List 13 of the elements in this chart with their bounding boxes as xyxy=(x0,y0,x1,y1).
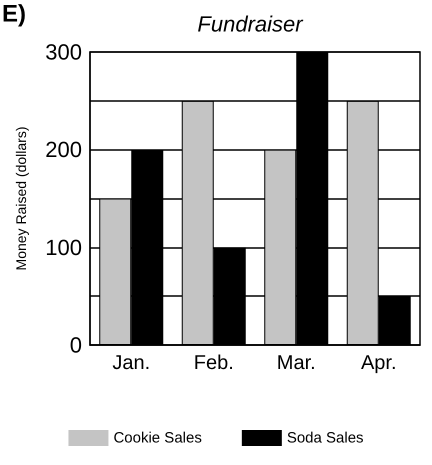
x-tick-label: Mar. xyxy=(276,352,316,374)
x-tick-label: Feb. xyxy=(194,352,234,374)
y-tick-label: 300 xyxy=(45,40,82,64)
x-tick-label: Apr. xyxy=(360,352,397,374)
x-tick-label: Jan. xyxy=(112,352,150,374)
y-axis-title: Money Raised (dollars) xyxy=(13,126,29,270)
y-tick-label: 0 xyxy=(70,332,82,358)
legend-label: Soda Sales xyxy=(286,430,364,446)
legend-label: Cookie Sales xyxy=(113,430,202,446)
chart-title: Fundraiser xyxy=(197,12,304,36)
y-tick-label: 100 xyxy=(45,234,82,260)
text: E) xyxy=(2,0,26,28)
y-tick-label: 200 xyxy=(45,137,82,162)
